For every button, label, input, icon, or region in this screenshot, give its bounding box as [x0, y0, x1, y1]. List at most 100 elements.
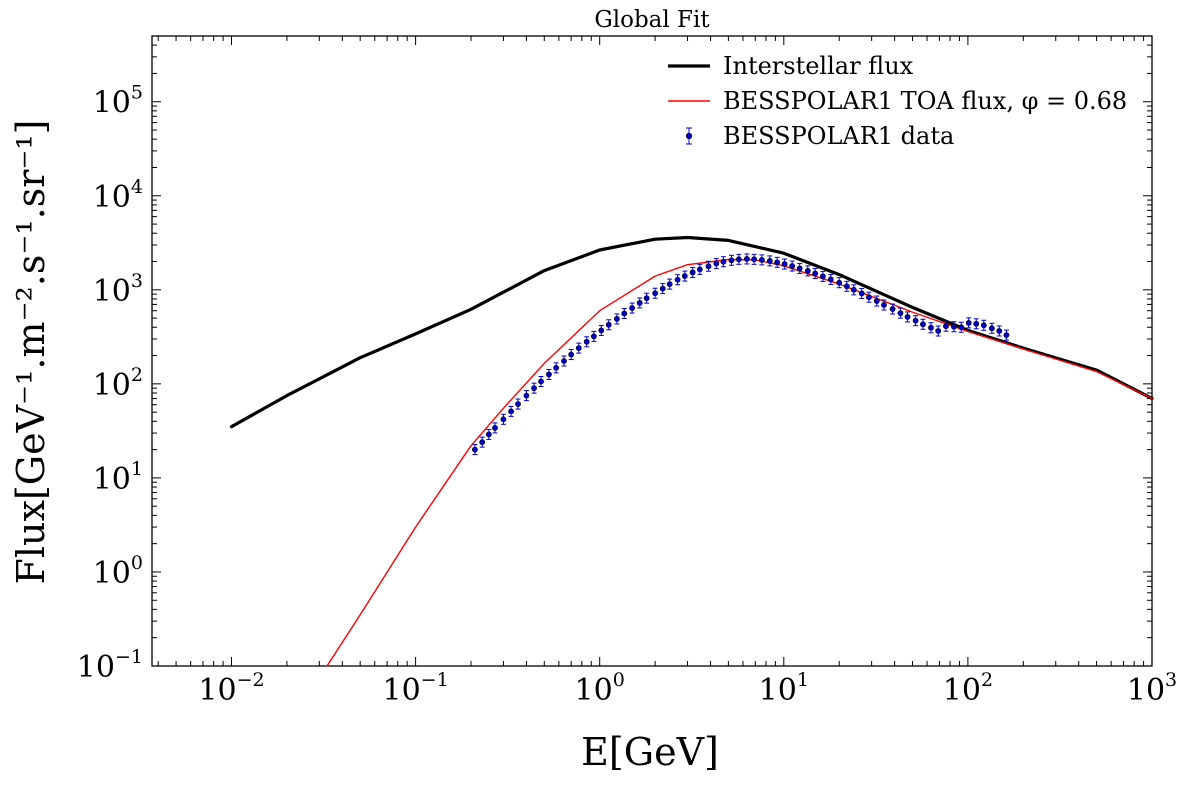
data-point [705, 263, 712, 270]
data-point [728, 257, 735, 264]
x-tick-label: 103 [1127, 669, 1177, 708]
data-point [568, 351, 575, 358]
legend-swatch-point [685, 132, 693, 140]
besspolar-data-points [472, 253, 1010, 456]
data-point [621, 310, 628, 317]
data-point [774, 259, 781, 266]
data-point [553, 364, 560, 371]
data-point [515, 401, 521, 407]
y-axis-label: Flux[GeV⁻¹.m⁻².s⁻¹.sr⁻¹] [9, 120, 53, 585]
data-point [561, 358, 567, 364]
data-point [713, 260, 720, 267]
data-point [996, 328, 1003, 334]
tick-labels: 10−2 10−1 100 101 102 103 10−1 100 101 102 103 104 1… [77, 82, 1177, 708]
data-point [629, 305, 636, 311]
data-point [843, 283, 850, 290]
data-point [575, 345, 582, 352]
data-point [590, 333, 597, 340]
data-point [689, 269, 696, 276]
data-point [720, 258, 727, 265]
x-tick-label: 102 [943, 669, 993, 708]
data-point [523, 392, 530, 399]
y-tick-label: 103 [93, 270, 143, 309]
x-tick-label: 101 [759, 669, 809, 708]
data-point [881, 302, 887, 308]
data-point [796, 265, 803, 272]
data-point [819, 273, 826, 280]
data-point [583, 338, 590, 345]
series-layer [229, 235, 1154, 667]
data-point [781, 261, 788, 267]
data-point [951, 323, 957, 330]
data-point [850, 286, 857, 293]
y-tick-label: 10−1 [77, 646, 143, 685]
legend-label: Interstellar flux [723, 52, 914, 80]
data-point [613, 316, 620, 322]
data-point [812, 270, 819, 277]
x-tick-label: 100 [575, 669, 625, 708]
data-point [897, 310, 904, 317]
x-tick-label: 10−1 [382, 669, 448, 708]
plot-frame [151, 35, 1153, 667]
data-point [804, 267, 811, 274]
data-point [546, 371, 552, 378]
data-point [858, 290, 865, 297]
data-point [652, 290, 659, 297]
data-point [973, 320, 980, 327]
data-point [538, 378, 544, 385]
data-point [696, 266, 703, 273]
data-point [666, 281, 673, 288]
data-point [1003, 332, 1010, 339]
data-point [912, 317, 919, 324]
data-point [965, 319, 972, 326]
data-point [472, 446, 478, 453]
data-point [889, 306, 896, 312]
interstellar-flux-line [229, 235, 1154, 429]
x-axis-label: E[GeV] [581, 730, 719, 774]
x-tick-label: 10−2 [198, 669, 264, 708]
data-point [904, 314, 911, 320]
y-tick-label: 101 [93, 458, 143, 497]
data-point [836, 279, 843, 286]
data-point [479, 439, 486, 446]
data-point [636, 300, 643, 306]
data-point [508, 408, 514, 415]
data-point [500, 416, 507, 423]
chart-title: Global Fit [594, 7, 710, 33]
data-point [674, 276, 681, 283]
legend-label: BESSPOLAR1 TOA flux, φ = 0.68 [723, 87, 1127, 115]
data-point [492, 425, 498, 431]
data-point [735, 256, 742, 263]
data-point [643, 295, 650, 302]
y-tick-label: 105 [93, 82, 143, 121]
data-point [958, 324, 965, 331]
ticks [152, 35, 1153, 667]
y-tick-label: 104 [93, 176, 143, 215]
legend-label: BESSPOLAR1 data [723, 122, 954, 150]
data-point [605, 321, 612, 328]
data-point [751, 256, 758, 263]
data-point [485, 431, 492, 438]
data-point [659, 285, 666, 292]
toa-flux-line [326, 258, 1153, 667]
data-point [866, 294, 872, 301]
data-point [827, 276, 834, 283]
data-point [681, 273, 688, 279]
data-point [789, 263, 796, 269]
data-point [928, 324, 934, 331]
data-point [988, 325, 995, 332]
data-point [766, 258, 773, 264]
data-point [935, 328, 942, 334]
data-point [980, 322, 987, 329]
y-tick-label: 100 [93, 552, 143, 591]
data-point [743, 256, 750, 262]
data-point [531, 385, 537, 392]
legend: Interstellar flux BESSPOLAR1 TOA flux, φ … [668, 52, 1127, 150]
y-tick-label: 102 [93, 364, 143, 403]
data-point [920, 321, 926, 328]
data-point [873, 298, 880, 304]
data-point [943, 323, 949, 330]
data-point [758, 257, 765, 263]
